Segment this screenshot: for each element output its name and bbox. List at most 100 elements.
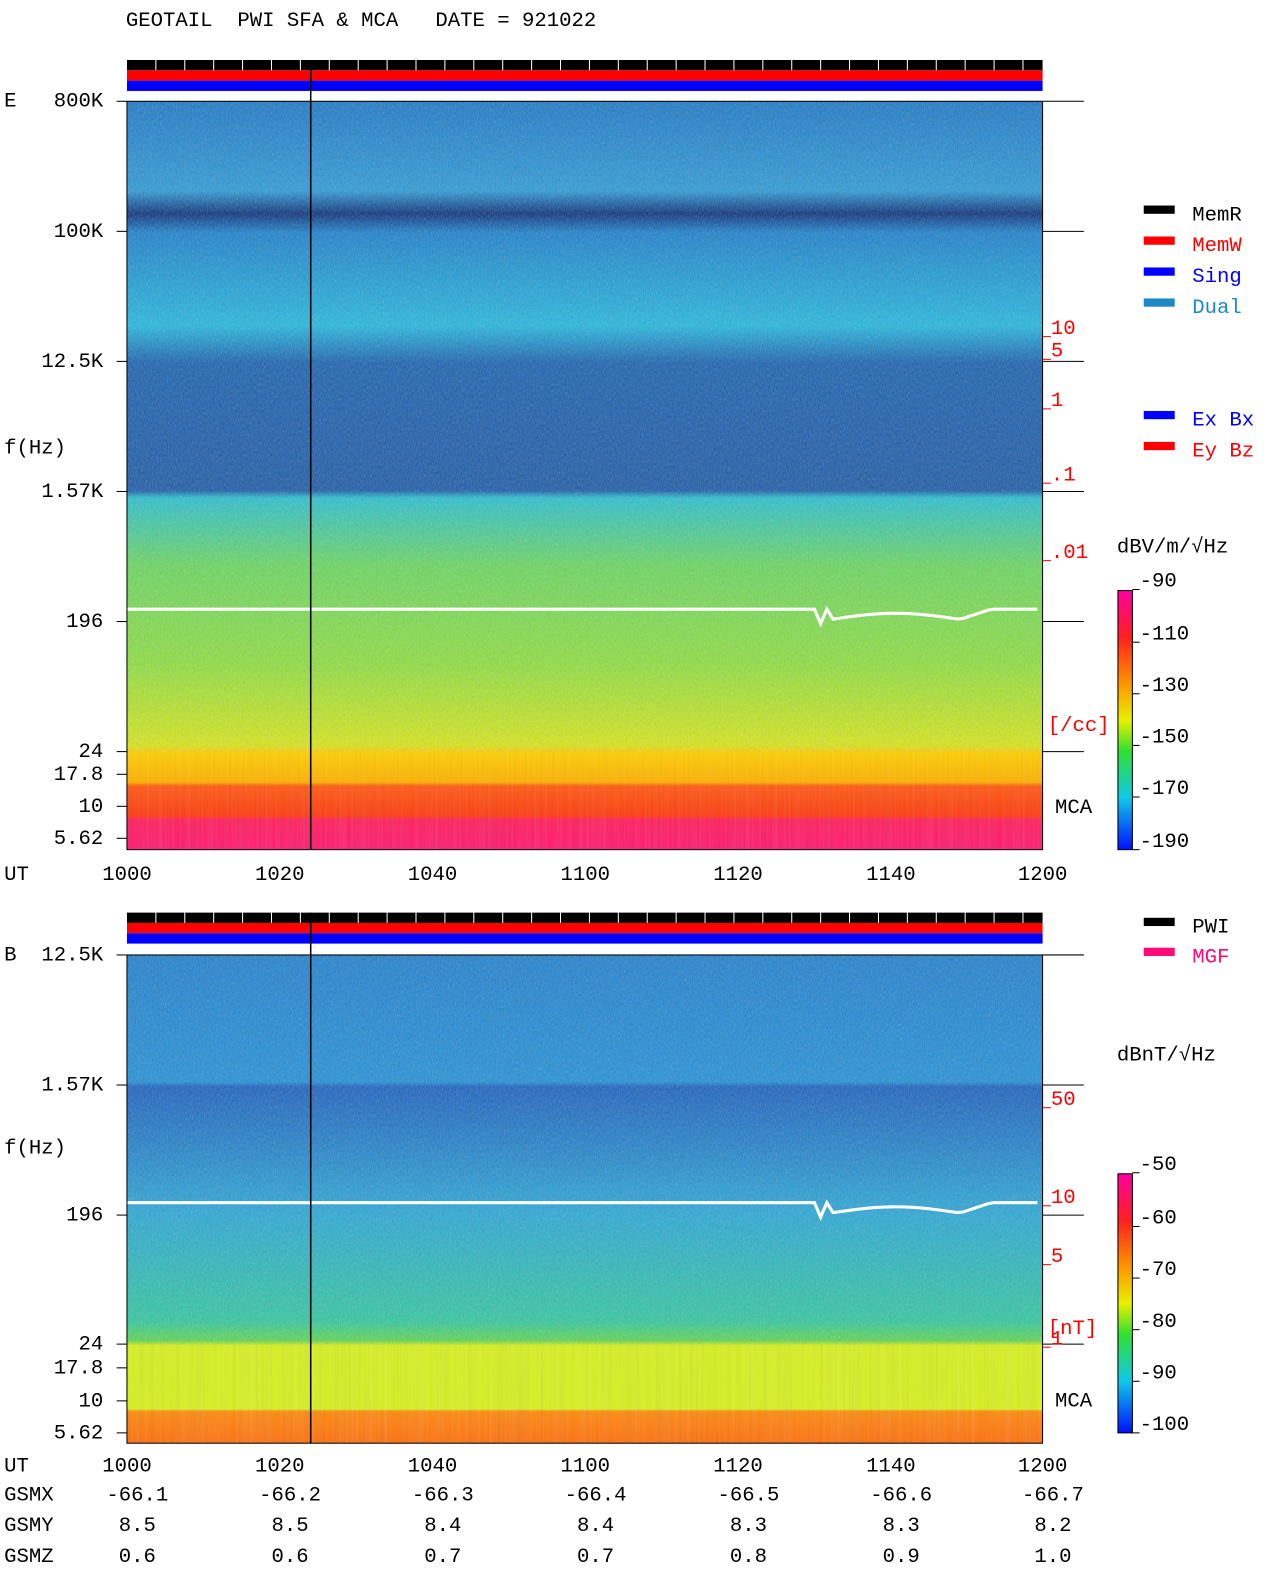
freq-tick-label: 196 [66, 1205, 103, 1228]
orbit-value: -66.6 [870, 1484, 932, 1507]
mca-label: MCA [1055, 797, 1093, 820]
time-tick-label: 1100 [561, 864, 611, 887]
time-axis-label: UT [4, 864, 29, 887]
mca-texture [126, 1344, 1043, 1444]
legend-label: Dual [1192, 297, 1242, 320]
spectrogram-texture [126, 954, 1043, 1345]
orbit-value: 0.6 [271, 1546, 308, 1569]
colorbar-tick-label: -100 [1140, 1414, 1190, 1437]
orbit-value: 8.3 [730, 1515, 767, 1538]
colorbar [1117, 1173, 1133, 1434]
status-bar [126, 59, 1043, 71]
colorbar-tick-label: -130 [1140, 675, 1190, 698]
orbit-value: 8.2 [1034, 1515, 1071, 1538]
freq-tick-label: 24 [78, 741, 103, 764]
density-tick-label: 10 [1051, 1187, 1076, 1210]
density-tick-label: .1 [1051, 464, 1076, 487]
orbit-value: -66.2 [259, 1484, 321, 1507]
orbit-value: 0.8 [730, 1546, 767, 1569]
freq-tick-label: 10 [78, 796, 103, 819]
colorbar-tick-label: -110 [1140, 623, 1190, 646]
legend-label: MemW [1192, 235, 1242, 258]
colorbar [1117, 590, 1133, 851]
orbit-value: -66.5 [717, 1484, 779, 1507]
orbit-label: GSMZ [4, 1546, 54, 1569]
colorbar-tick-label: -170 [1140, 778, 1190, 801]
colorbar-tick-label: -150 [1140, 727, 1190, 750]
time-tick-label: 1100 [561, 1455, 611, 1478]
orbit-value: 8.5 [271, 1515, 308, 1538]
colorbar-tick-label: -90 [1140, 571, 1177, 594]
time-tick-label: 1200 [1018, 1455, 1068, 1478]
colorbar-tick-label: -80 [1140, 1311, 1177, 1334]
mca-texture [126, 751, 1043, 850]
freq-tick-label: 800K [54, 91, 104, 114]
freq-tick-label: 100K [54, 221, 104, 244]
orbit-value: -66.1 [106, 1484, 168, 1507]
orbit-value: 8.4 [577, 1515, 614, 1538]
freq-tick-label: 24 [78, 1334, 103, 1357]
time-axis-label: UT [4, 1455, 29, 1478]
status-bar [126, 933, 1043, 944]
density-unit: [nT] [1048, 1318, 1098, 1341]
mca-label: MCA [1055, 1390, 1093, 1413]
orbit-value: -66.7 [1022, 1484, 1084, 1507]
freq-tick-label: 5.62 [54, 1422, 104, 1445]
orbit-value: 0.7 [577, 1546, 614, 1569]
legend-swatch [1143, 441, 1175, 451]
legend-swatch [1143, 267, 1175, 276]
colorbar-unit: dBnT/√Hz [1117, 1044, 1216, 1068]
density-tick-label: 5 [1051, 341, 1063, 364]
axis-label: f(Hz) [4, 1137, 66, 1160]
legend-swatch [1143, 410, 1175, 420]
freq-tick-label: 12.5K [41, 944, 104, 967]
orbit-value: 8.5 [119, 1515, 156, 1538]
spectrogram-texture [126, 101, 1043, 752]
orbit-value: 0.9 [883, 1546, 920, 1569]
time-tick-label: 1020 [255, 1455, 305, 1478]
freq-tick-label: 17.8 [54, 1357, 104, 1380]
legend-label: MemR [1192, 204, 1242, 227]
colorbar-tick-label: -190 [1140, 831, 1190, 854]
status-bar [126, 70, 1043, 81]
colorbar-tick-label: -50 [1140, 1154, 1177, 1177]
component-label: B [4, 944, 16, 967]
plasma-line [126, 605, 1038, 628]
legend-swatch [1143, 917, 1175, 927]
time-tick-label: 1000 [102, 864, 152, 887]
orbit-value: 8.3 [883, 1515, 920, 1538]
legend-label: Ex Bx [1192, 410, 1254, 433]
plot-frame [126, 100, 1044, 851]
colorbar-tick-label: -60 [1140, 1208, 1177, 1231]
orbit-label: GSMY [4, 1515, 54, 1538]
legend-swatch [1143, 947, 1175, 956]
density-tick-label: 1 [1051, 1328, 1063, 1351]
colorbar-tick-label: -90 [1140, 1362, 1177, 1385]
orbit-value: -66.4 [565, 1484, 627, 1507]
orbit-value: 1.0 [1034, 1546, 1071, 1569]
legend-label: PWI [1192, 917, 1229, 940]
freq-tick-label: 10 [78, 1390, 103, 1413]
legend-label: Sing [1192, 266, 1242, 289]
density-tick-label: 1 [1051, 390, 1063, 413]
density-tick-label: 50 [1051, 1089, 1076, 1112]
colorbar-unit: dBV/m/√Hz [1117, 536, 1228, 560]
title: GEOTAIL PWI SFA & MCA DATE = 921022 [126, 10, 596, 33]
colorbar-tick-label: -70 [1140, 1259, 1177, 1282]
legend-swatch [1143, 205, 1175, 214]
status-bar [126, 912, 1043, 923]
time-tick-label: 1200 [1018, 864, 1068, 887]
orbit-value: 0.6 [119, 1546, 156, 1569]
time-tick-label: 1020 [255, 864, 305, 887]
orbit-value: -66.3 [412, 1484, 474, 1507]
time-tick-label: 1140 [866, 864, 916, 887]
plot-frame [126, 954, 1044, 1444]
legend-swatch [1143, 298, 1175, 307]
freq-tick-label: 17.8 [54, 764, 104, 787]
orbit-value: 0.7 [424, 1546, 461, 1569]
plasma-line [126, 1199, 1038, 1222]
density-unit: [/cc] [1048, 715, 1110, 738]
legend-label: MGF [1192, 946, 1229, 969]
density-tick-label: 5 [1051, 1246, 1063, 1269]
